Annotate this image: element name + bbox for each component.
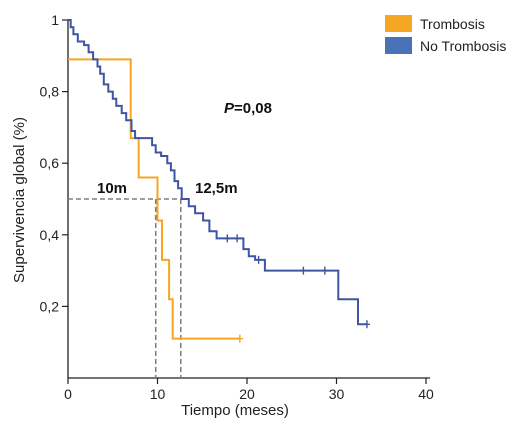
series-layer: [68, 19, 370, 343]
legend-swatch-no-trombosis: [385, 37, 412, 54]
median-label-1: 12,5m: [195, 180, 238, 197]
x-tick-label-0: 0: [64, 386, 72, 402]
median-lines: [68, 198, 182, 378]
legend-label-trombosis: Trombosis: [420, 16, 485, 32]
p-value-label: P=0,08: [224, 100, 272, 117]
axis-ticks: 0 10 20 30 40 0,2 0,4 0,6 0,8 1: [40, 12, 434, 402]
x-tick-label-4: 40: [418, 386, 434, 402]
censor-mark-1-0: [224, 234, 231, 243]
x-tick-label-1: 10: [150, 386, 166, 402]
x-axis-title: Tiempo (meses): [181, 402, 289, 419]
x-tick-label-2: 20: [239, 386, 255, 402]
censor-mark-1-1: [234, 234, 241, 243]
y-tick-label-0: 0,2: [40, 298, 60, 314]
censor-mark-1-3: [300, 266, 307, 275]
p-value-value: =0,08: [234, 100, 272, 117]
censor-mark-1-4: [321, 266, 328, 275]
censor-mark-0-0: [236, 334, 243, 343]
y-axis-title: Supervivencia global (%): [11, 117, 28, 283]
y-tick-label-1: 0,4: [40, 227, 60, 243]
series-line-no-trombosis: [68, 19, 367, 326]
series-line-trombosis: [68, 58, 240, 340]
censor-mark-1-5: [363, 320, 370, 329]
censor-mark-1-2: [255, 255, 262, 264]
legend: Trombosis No Trombosis: [385, 15, 506, 54]
y-tick-label-3: 0,8: [40, 84, 60, 100]
annotation-layer: 10m 12,5m: [97, 180, 238, 197]
legend-swatch-trombosis: [385, 15, 412, 32]
x-tick-label-3: 30: [329, 386, 345, 402]
median-label-0: 10m: [97, 180, 127, 197]
y-tick-label-2: 0,6: [40, 155, 60, 171]
legend-label-no-trombosis: No Trombosis: [420, 38, 506, 54]
p-value-prefix: P: [224, 100, 235, 117]
y-tick-label-4: 1: [51, 12, 59, 28]
